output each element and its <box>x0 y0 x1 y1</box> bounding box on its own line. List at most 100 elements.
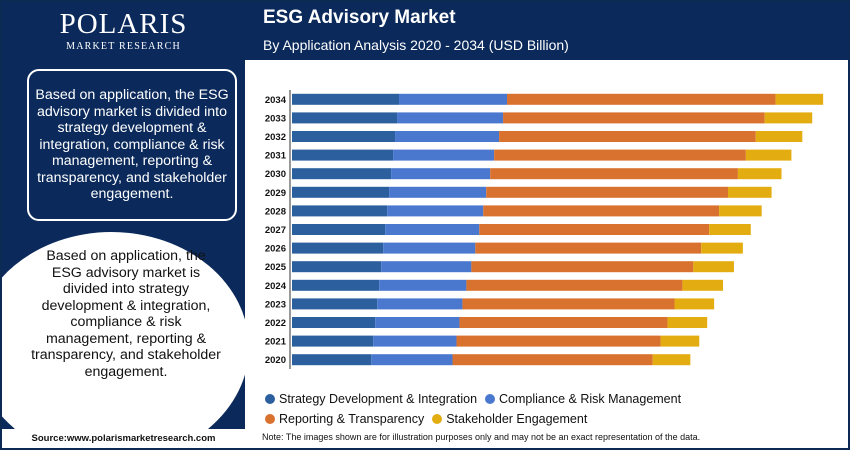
legend-item-strategy: Strategy Development & Integration <box>265 392 477 406</box>
bar-2020-reporting <box>452 354 653 366</box>
bar-2021-reporting <box>456 335 661 347</box>
bar-2028-reporting <box>483 205 720 217</box>
description-text: Based on application, the ESG advisory m… <box>35 87 229 203</box>
legend-item-stakeholder: Stakeholder Engagement <box>432 412 587 426</box>
bar-2022-reporting <box>459 317 668 328</box>
brand-logo[interactable]: POLARIS MARKET RESEARCH <box>2 8 245 53</box>
bar-2020-stakeholder <box>652 354 691 366</box>
bar-2033-compliance <box>397 112 504 124</box>
bar-2031-stakeholder <box>745 149 792 161</box>
bar-2032-reporting <box>499 131 756 142</box>
bar-2029-stakeholder <box>728 186 772 198</box>
bar-2034-stakeholder <box>775 93 824 105</box>
bar-2023-reporting <box>462 298 675 310</box>
bar-2033-reporting <box>503 112 765 124</box>
bar-2027-stakeholder <box>709 224 751 235</box>
y-tick-label-2023: 2023 <box>265 299 286 310</box>
bar-2028-strategy <box>292 205 388 217</box>
disclaimer-note: Note: The images shown are for illustrat… <box>262 432 701 442</box>
brand-subtitle: MARKET RESEARCH <box>66 41 181 52</box>
bar-2034-strategy <box>292 93 400 105</box>
bar-2023-stakeholder <box>674 298 715 310</box>
chart-subtitle: By Application Analysis 2020 - 2034 (USD… <box>263 37 569 53</box>
bar-2026-strategy <box>292 242 384 254</box>
bar-2021-strategy <box>292 335 374 347</box>
legend-marker-reporting <box>265 414 275 424</box>
bar-2033-stakeholder <box>764 112 813 124</box>
bar-2028-compliance <box>387 205 484 217</box>
bar-2024-reporting <box>466 279 683 291</box>
y-tick-label-2028: 2028 <box>265 206 286 217</box>
y-tick-label-2033: 2033 <box>265 113 286 124</box>
circle-description-text: Based on application, the ESG advisory m… <box>31 248 221 380</box>
bar-2030-reporting <box>490 168 738 180</box>
legend: Strategy Development & Integration Compl… <box>265 390 845 430</box>
y-tick-label-2022: 2022 <box>265 318 286 329</box>
bar-2027-strategy <box>292 224 386 235</box>
bar-2030-stakeholder <box>737 168 782 180</box>
bar-2029-strategy <box>292 186 390 198</box>
y-tick-label-2026: 2026 <box>265 244 286 255</box>
bar-2031-strategy <box>292 149 394 161</box>
bar-2024-compliance <box>379 279 467 291</box>
legend-label-stakeholder: Stakeholder Engagement <box>446 412 588 426</box>
y-tick-label-2020: 2020 <box>265 355 286 366</box>
stacked-bar-chart: 2034 2033 2032 2031 2030 2029 2028 2027 2026 2025… <box>265 90 824 369</box>
legend-row-1: Strategy Development & Integration Compl… <box>265 390 845 408</box>
legend-row-2: Reporting & Transparency Stakeholder Eng… <box>265 410 845 428</box>
bar-2029-reporting <box>486 186 728 198</box>
y-tick-label-2021: 2021 <box>265 337 287 348</box>
legend-label-reporting: Reporting & Transparency <box>279 412 425 426</box>
bar-2026-compliance <box>383 242 476 254</box>
legend-marker-stakeholder <box>432 414 443 424</box>
y-tick-label-2029: 2029 <box>265 188 286 199</box>
bar-2031-compliance <box>393 149 495 161</box>
legend-item-compliance: Compliance & Risk Management <box>485 392 681 406</box>
y-tick-label-2032: 2032 <box>265 132 286 143</box>
bar-2032-compliance <box>395 131 500 142</box>
description-circle <box>2 232 245 429</box>
bar-2027-reporting <box>479 224 710 235</box>
legend-marker-compliance <box>485 394 496 404</box>
bar-2034-compliance <box>399 93 508 105</box>
legend-marker-strategy <box>265 394 275 404</box>
bar-2026-reporting <box>475 242 702 254</box>
bar-2022-strategy <box>292 317 376 328</box>
bar-2025-stakeholder <box>693 261 734 273</box>
header-band <box>245 2 848 60</box>
bar-2030-compliance <box>391 168 491 180</box>
bar-2021-stakeholder <box>660 335 700 347</box>
bar-2025-reporting <box>471 261 694 273</box>
bar-2032-strategy <box>292 131 396 142</box>
y-tick-label-2027: 2027 <box>265 225 286 236</box>
bar-2027-compliance <box>385 224 480 235</box>
legend-label-strategy: Strategy Development & Integration <box>279 392 478 406</box>
bar-2022-stakeholder <box>667 317 708 328</box>
bar-2023-strategy <box>292 298 378 310</box>
bar-2028-stakeholder <box>719 205 762 217</box>
legend-label-compliance: Compliance & Risk Management <box>499 392 682 406</box>
y-tick-label-2034: 2034 <box>265 95 287 106</box>
left-panel: POLARIS MARKET RESEARCH Based on applica… <box>2 2 245 429</box>
y-tick-label-2031: 2031 <box>265 151 287 162</box>
bar-2020-compliance <box>371 354 453 366</box>
legend-item-reporting: Reporting & Transparency <box>265 412 424 426</box>
bar-2026-stakeholder <box>701 242 743 254</box>
source-text: Source:www.polarismarketresearch.com <box>31 433 216 444</box>
bar-2023-compliance <box>377 298 463 310</box>
description-box: Based on application, the ESG advisory m… <box>27 69 237 221</box>
bar-2021-compliance <box>373 335 457 347</box>
chart-title: ESG Advisory Market <box>263 7 456 28</box>
bar-2025-compliance <box>381 261 472 273</box>
bar-2031-reporting <box>494 149 746 161</box>
bar-2022-compliance <box>375 317 460 328</box>
bar-2030-strategy <box>292 168 392 180</box>
bar-2025-strategy <box>292 261 382 273</box>
y-tick-label-2030: 2030 <box>265 169 286 180</box>
bar-2033-strategy <box>292 112 398 124</box>
bar-2034-reporting <box>507 93 776 105</box>
bar-2029-compliance <box>389 186 487 198</box>
bar-2024-strategy <box>292 279 380 291</box>
y-tick-label-2025: 2025 <box>265 262 287 273</box>
